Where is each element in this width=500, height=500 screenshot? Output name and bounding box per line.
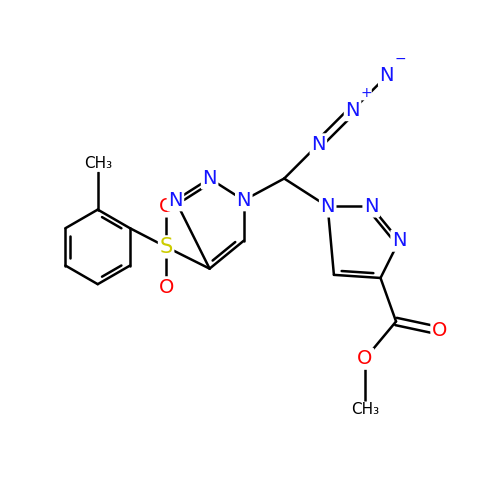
Text: N: N <box>392 231 406 250</box>
Text: O: O <box>158 278 174 297</box>
Text: N: N <box>364 197 378 216</box>
Text: S: S <box>160 237 172 257</box>
Text: N: N <box>380 66 394 86</box>
Text: −: − <box>394 52 406 66</box>
Text: N: N <box>311 135 326 154</box>
Text: O: O <box>358 350 372 368</box>
Text: CH₃: CH₃ <box>351 402 379 417</box>
Text: N: N <box>236 191 251 210</box>
Text: N: N <box>202 169 217 188</box>
Text: O: O <box>158 197 174 216</box>
Text: N: N <box>346 100 360 119</box>
Text: N: N <box>168 191 182 210</box>
Text: +: + <box>360 86 372 100</box>
Text: CH₃: CH₃ <box>84 156 112 171</box>
Text: N: N <box>320 197 335 216</box>
Text: O: O <box>432 322 448 340</box>
